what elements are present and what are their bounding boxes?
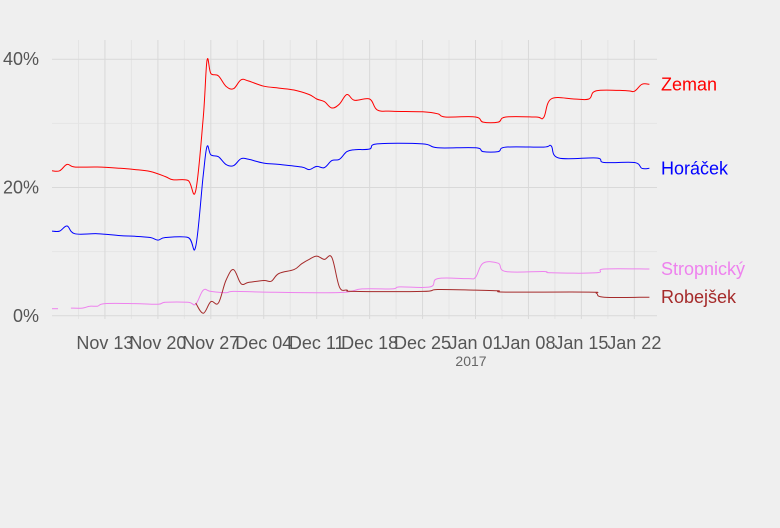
y-tick-label: 40% [3, 49, 39, 69]
grid-major-lines [52, 40, 657, 319]
series-labels: Zeman Horáček Stropnický Robejšek [661, 74, 745, 307]
x-tick-label: Dec 25 [394, 333, 451, 353]
series-label-zeman: Zeman [661, 74, 717, 94]
x-tick-label: Jan 15 [554, 333, 608, 353]
y-tick-label: 20% [3, 178, 39, 198]
x-tick-label: Jan 01 [448, 333, 502, 353]
series-lines [51, 58, 650, 314]
series-label-horacek: Horáček [661, 158, 729, 178]
series-line-horacek [51, 142, 650, 251]
series-label-stropnicky: Stropnický [661, 259, 745, 279]
series-label-robejsek: Robejšek [661, 287, 737, 307]
y-tick-label: 0% [13, 306, 39, 326]
x-tick-label: Jan 08 [501, 333, 555, 353]
series-line-robejsek [195, 255, 650, 314]
y-axis-tick-labels: 0% 20% 40% [3, 49, 39, 326]
x-tick-label: Dec 11 [289, 333, 345, 353]
x-axis-year-label: 2017 [455, 353, 486, 369]
x-tick-label: Nov 13 [76, 333, 133, 353]
series-line-stropnicky [70, 261, 650, 309]
x-tick-label: Nov 20 [129, 333, 186, 353]
x-tick-label: Dec 18 [341, 333, 398, 353]
series-line-zeman [51, 58, 650, 195]
x-tick-label: Jan 22 [607, 333, 661, 353]
x-tick-label: Dec 04 [235, 333, 292, 353]
x-tick-label: Nov 27 [182, 333, 239, 353]
